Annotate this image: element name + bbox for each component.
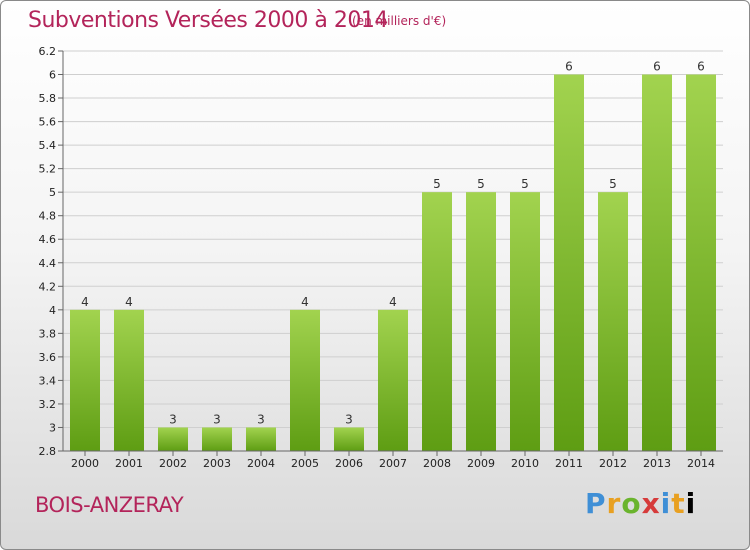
bar-2007 [378,309,408,451]
y-tick-label: 6 [49,69,56,82]
data-label: 5 [521,177,529,191]
x-tick-label: 2009 [467,457,495,470]
data-label: 4 [389,295,397,309]
proxiti-logo[interactable]: Proxiti [585,487,697,520]
x-tick-label: 2010 [511,457,539,470]
chart-subtitle: (en milliers d'€) [352,14,447,28]
y-tick-label: 5.8 [39,92,57,105]
x-tick-label: 2013 [643,457,671,470]
bar-2013 [642,74,672,451]
bar-2009 [466,192,496,452]
bar-2003 [202,427,232,451]
bar-2000 [70,309,100,451]
data-label: 6 [653,60,661,74]
bar-2005 [290,309,320,451]
x-tick-label: 2003 [203,457,231,470]
y-tick-label: 3.4 [39,374,57,387]
y-tick-label: 5 [49,186,56,199]
x-tick-label: 2011 [555,457,583,470]
chart-title: Subventions Versées 2000 à 2014 [28,8,388,33]
bar-2011 [554,74,584,451]
x-tick-label: 2006 [335,457,363,470]
bar-2006 [334,427,364,451]
x-tick-label: 2008 [423,457,451,470]
bar-2014 [686,74,716,451]
x-tick-label: 2004 [247,457,275,470]
bar-2004 [246,427,276,451]
data-label: 6 [565,60,573,74]
y-tick-label: 5.2 [39,163,57,176]
data-label: 4 [81,295,89,309]
y-tick-label: 4.6 [39,233,57,246]
bar-2008 [422,192,452,452]
y-tick-label: 4 [49,304,56,317]
data-label: 3 [257,412,265,426]
data-label: 4 [125,295,133,309]
bars: 4 4 3 3 3 4 3 4 5 5 5 6 5 6 6 [70,60,716,452]
y-tick-label: 4.2 [39,280,57,293]
y-tick-label: 3.2 [39,398,57,411]
y-tick-label: 5.6 [39,116,57,129]
y-tick-label: 2.8 [39,445,57,458]
bar-2001 [114,309,144,451]
x-tick-label: 2001 [115,457,143,470]
x-tick-label: 2014 [687,457,715,470]
y-tick-label: 3.8 [39,327,57,340]
commune-name: BOIS-ANZERAY [35,493,184,517]
data-label: 3 [213,412,221,426]
data-label: 5 [433,177,441,191]
x-tick-label: 2000 [71,457,99,470]
y-tick-label: 4.4 [39,257,57,270]
data-label: 3 [345,412,353,426]
x-tick-label: 2012 [599,457,627,470]
y-tick-label: 6.2 [39,45,57,58]
data-label: 3 [169,412,177,426]
y-axis: 2.8 3 3.2 3.4 3.6 3.8 4 4.2 4.4 4.6 4.8 5 5.2 5.4 5.6 5… [39,45,64,458]
y-tick-label: 5.4 [39,139,57,152]
bar-2010 [510,192,540,452]
x-tick-label: 2005 [291,457,319,470]
data-label: 5 [609,177,617,191]
x-axis: 2000 2001 2002 2003 2004 2005 2006 2007 2008 2009… [63,450,723,470]
data-label: 4 [301,295,309,309]
data-label: 6 [697,60,705,74]
y-tick-label: 3.6 [39,351,57,364]
x-tick-label: 2002 [159,457,187,470]
bar-2012 [598,192,628,452]
data-label: 5 [477,177,485,191]
x-tick-label: 2007 [379,457,407,470]
bar-2002 [158,427,188,451]
y-tick-label: 4.8 [39,210,57,223]
y-tick-label: 3 [49,421,56,434]
